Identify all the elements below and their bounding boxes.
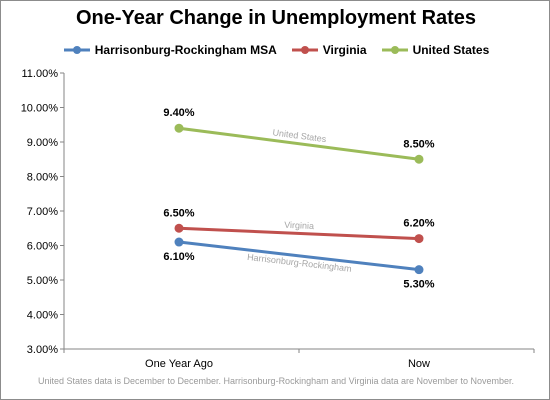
data-point-0	[414, 265, 424, 275]
legend-label-united-states: United States	[412, 43, 490, 57]
chart-footnote: United States data is December to Decemb…	[37, 376, 515, 386]
x-tick-label: Now	[408, 358, 430, 370]
series-line-label: Virginia	[284, 220, 314, 231]
chart-legend: Harrisonburg-Rockingham MSA Virginia Uni…	[1, 43, 549, 57]
data-label: 6.20%	[403, 218, 434, 230]
data-label: 9.40%	[163, 107, 194, 119]
data-point-2	[174, 123, 184, 133]
legend-label-virginia: Virginia	[322, 43, 367, 57]
legend-item-harrisonburg: Harrisonburg-Rockingham MSA	[63, 43, 277, 57]
y-tick-label: 8.00%	[27, 172, 58, 184]
y-tick-label: 9.00%	[27, 137, 58, 149]
legend-item-virginia: Virginia	[291, 43, 367, 57]
data-point-1	[174, 223, 184, 233]
data-label: 6.50%	[163, 207, 194, 219]
data-label: 8.50%	[403, 138, 434, 150]
legend-swatch-virginia	[291, 46, 318, 54]
y-tick-label: 3.00%	[27, 344, 58, 356]
y-tick-label: 7.00%	[27, 206, 58, 218]
y-tick-label: 6.00%	[27, 241, 58, 253]
legend-swatch-united-states	[381, 46, 408, 54]
legend-swatch-harrisonburg	[63, 46, 90, 54]
legend-item-united-states: United States	[381, 43, 490, 57]
data-point-0	[174, 237, 184, 247]
chart-title: One-Year Change in Unemployment Rates	[75, 7, 477, 29]
data-label: 5.30%	[403, 279, 434, 291]
series-line-0	[178, 240, 420, 272]
legend-label-harrisonburg: Harrisonburg-Rockingham MSA	[94, 43, 277, 57]
data-label: 6.10%	[163, 251, 194, 263]
y-tick-label: 5.00%	[27, 275, 58, 287]
series-line-1	[178, 226, 420, 241]
x-tick-label: One Year Ago	[145, 358, 213, 370]
y-tick-label: 4.00%	[27, 310, 58, 322]
y-tick-label: 10.00%	[21, 103, 59, 115]
data-point-2	[414, 154, 424, 164]
y-tick-label: 11.00%	[22, 68, 59, 80]
series-line-2	[178, 126, 420, 161]
data-point-1	[414, 234, 424, 244]
